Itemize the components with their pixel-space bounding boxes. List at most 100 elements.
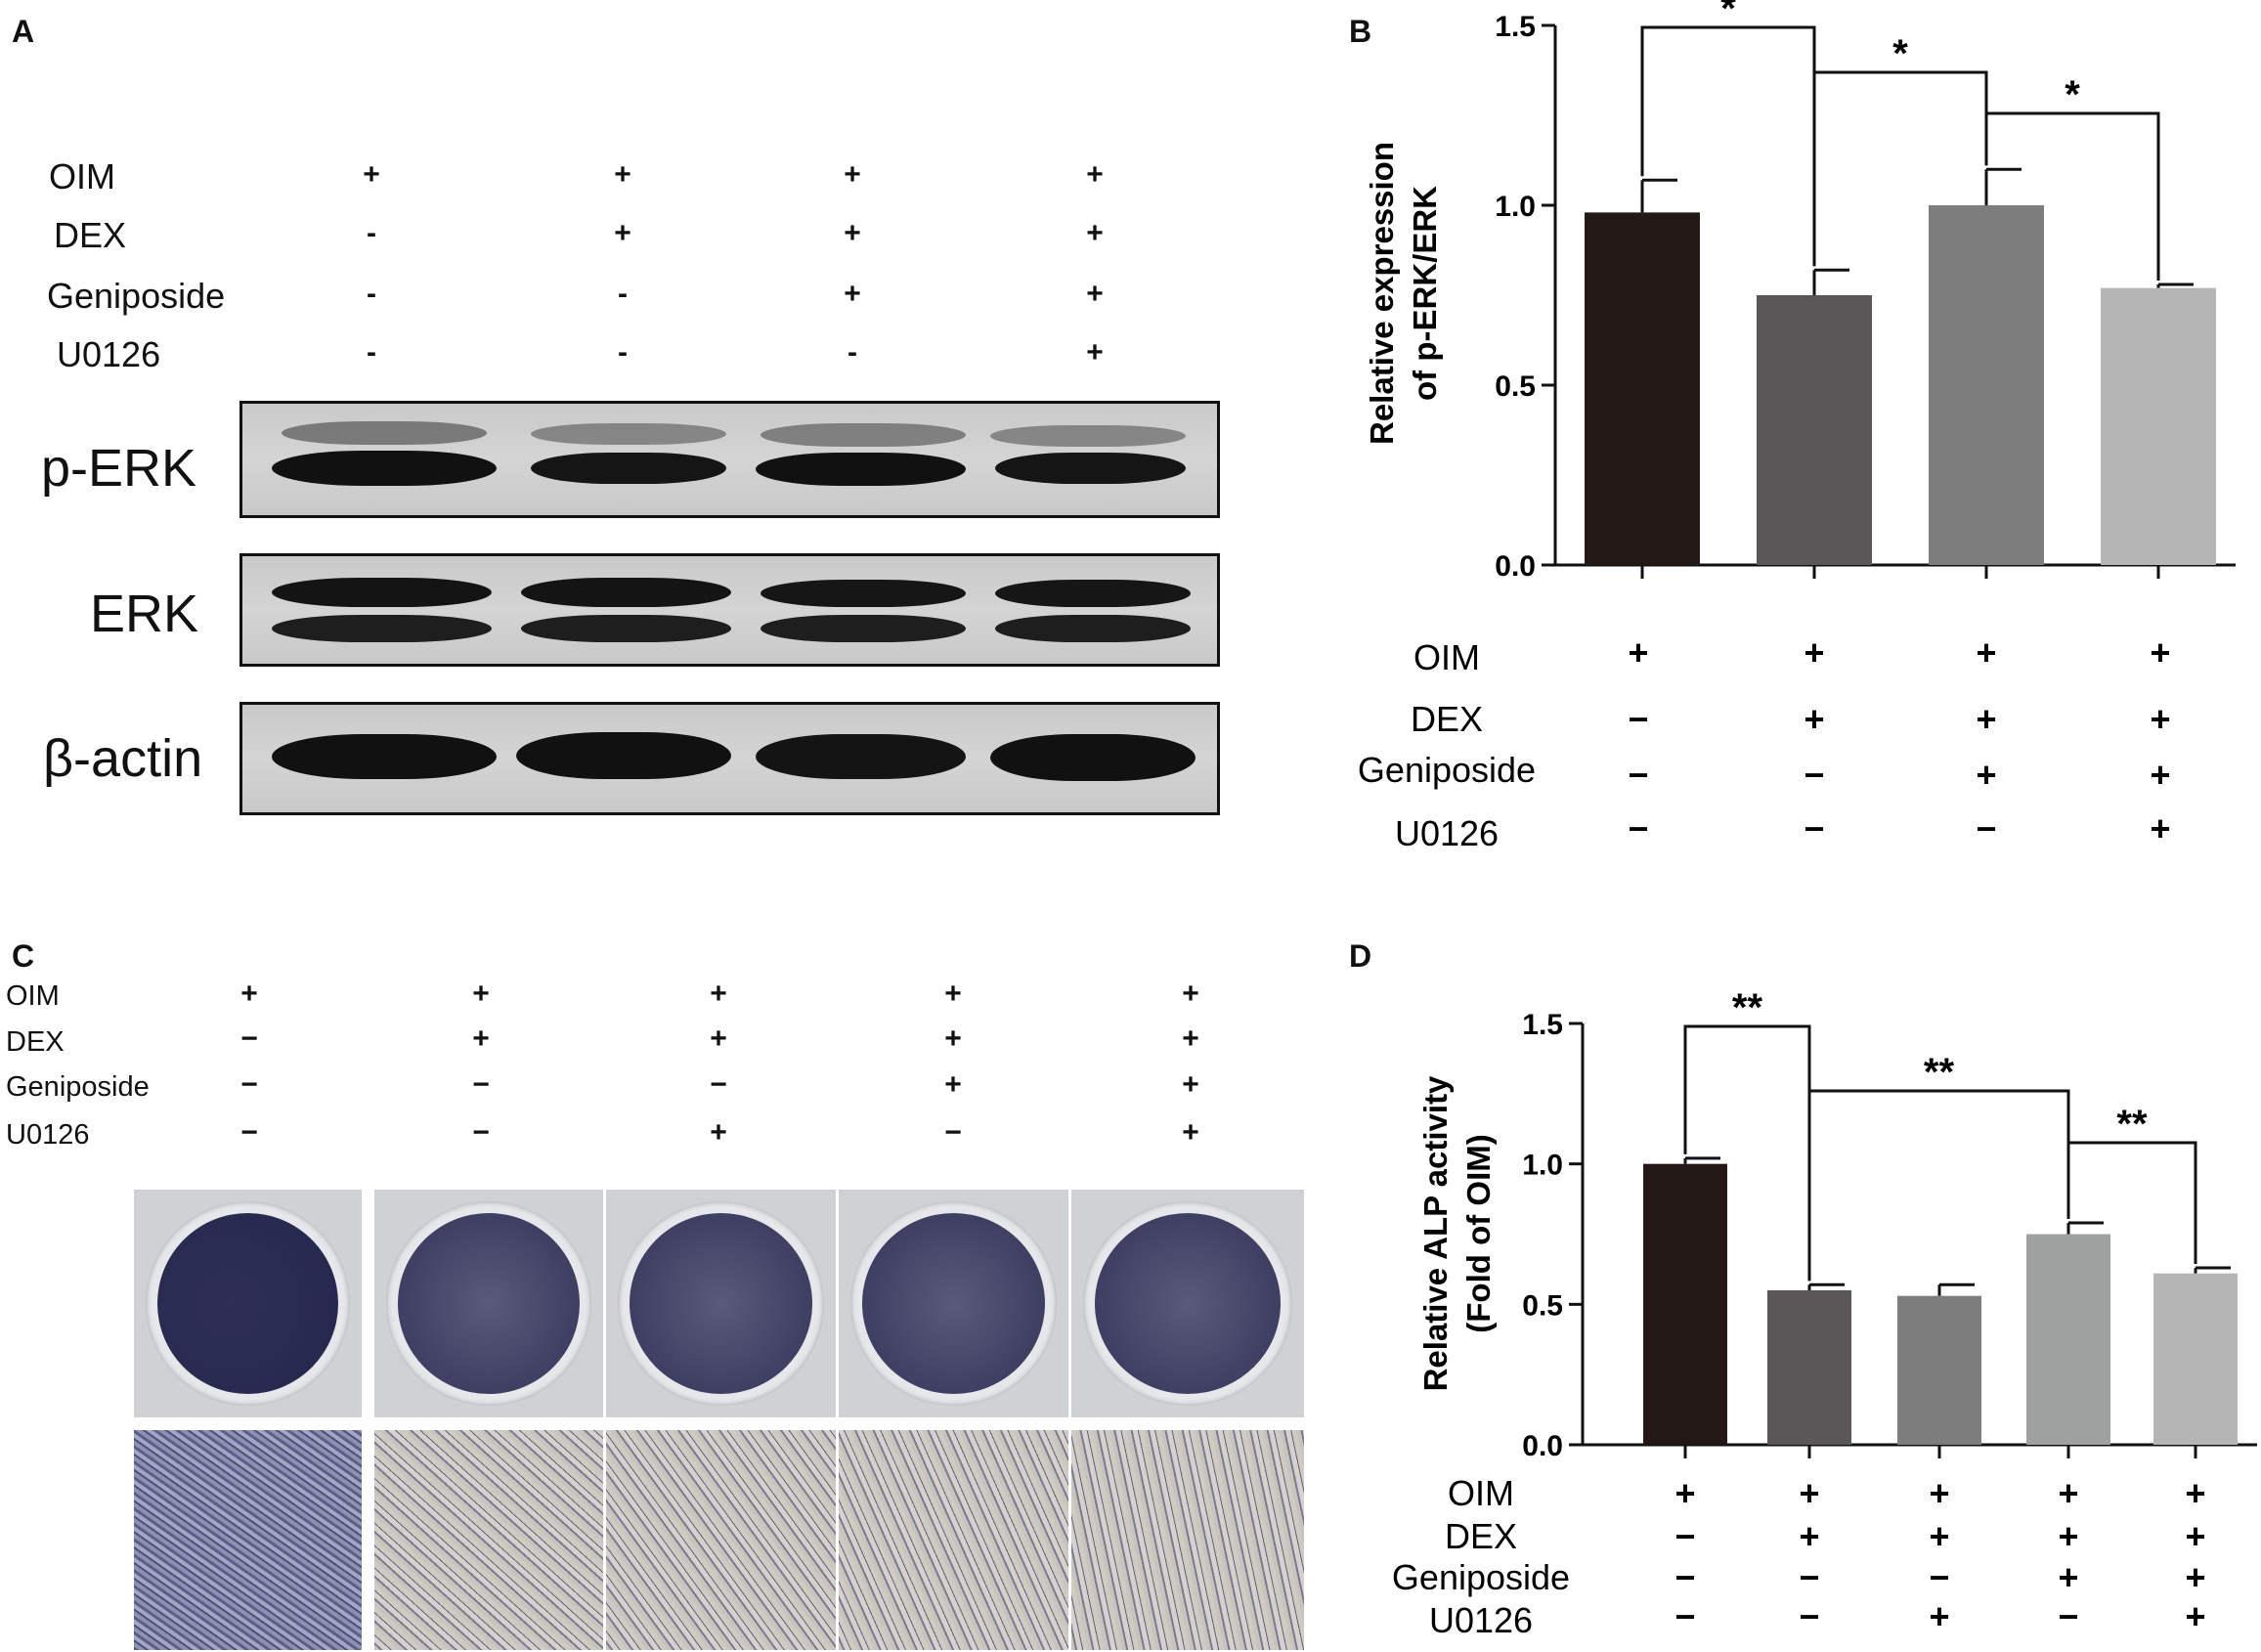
b-y-axis-label: Relative expression of p-ERK/ERK bbox=[1364, 142, 1443, 445]
d-condition-sign: + bbox=[2185, 1516, 2205, 1556]
a-condition-sign: - bbox=[367, 217, 376, 249]
a-condition-sign: + bbox=[844, 217, 861, 249]
b-condition-sign: − bbox=[1628, 808, 1648, 848]
b-bar bbox=[1929, 205, 2044, 565]
a-condition-sign: + bbox=[614, 217, 631, 249]
b-condition-sign: + bbox=[2150, 632, 2170, 673]
b-bar bbox=[1757, 295, 1872, 565]
a-condition-sign: - bbox=[618, 336, 628, 369]
d-condition-sign: + bbox=[2058, 1473, 2078, 1513]
b-condition-sign: + bbox=[2150, 699, 2170, 739]
alp-stain-well-image bbox=[134, 1190, 362, 1417]
b-condition-sign: + bbox=[1976, 632, 1996, 673]
c-condition-sign: + bbox=[1182, 1068, 1199, 1101]
row-label-geniposide: Geniposide bbox=[47, 276, 226, 316]
b-condition-sign: − bbox=[1804, 755, 1824, 795]
b-condition-sign: + bbox=[2150, 755, 2170, 795]
d-bar bbox=[2026, 1234, 2110, 1445]
c-condition-sign: + bbox=[944, 978, 962, 1010]
d-condition-sign: − bbox=[1674, 1516, 1695, 1556]
d-condition-sign: + bbox=[1929, 1473, 1949, 1513]
row-label-u0126: U0126 bbox=[57, 334, 161, 374]
a-condition-sign: + bbox=[1086, 336, 1104, 369]
b-row-label: OIM bbox=[1413, 637, 1480, 677]
c-condition-sign: − bbox=[472, 1068, 490, 1101]
c-condition-sign: − bbox=[710, 1068, 727, 1101]
panel-label-b: B bbox=[1349, 14, 1372, 49]
d-condition-sign: + bbox=[2185, 1596, 2205, 1636]
c-condition-sign: + bbox=[1182, 978, 1199, 1010]
d-condition-sign: + bbox=[2185, 1473, 2205, 1513]
b-significance-bracket bbox=[1984, 111, 2160, 281]
d-significance-label: ** bbox=[1732, 986, 1763, 1029]
a-condition-sign: + bbox=[1086, 158, 1104, 191]
d-condition-sign: − bbox=[1799, 1596, 1819, 1636]
c-condition-sign: + bbox=[472, 1022, 490, 1055]
d-condition-sign: + bbox=[2058, 1557, 2078, 1597]
c-condition-sign: + bbox=[944, 1068, 962, 1101]
a-condition-sign: + bbox=[1086, 217, 1104, 249]
d-condition-sign: + bbox=[1929, 1596, 1949, 1636]
d-y-axis-label-line: (Fold of OIM) bbox=[1460, 1134, 1497, 1332]
b-y-tick-label: 0.5 bbox=[1495, 370, 1536, 403]
d-y-axis-label: Relative ALP activity (Fold of OIM) bbox=[1417, 1075, 1497, 1391]
d-y-tick-label: 0.5 bbox=[1522, 1289, 1563, 1322]
d-condition-sign: − bbox=[1799, 1557, 1819, 1597]
d-bar bbox=[1897, 1295, 1981, 1445]
alp-stain-micrograph-image bbox=[839, 1430, 1068, 1650]
c-condition-sign: + bbox=[710, 978, 727, 1010]
blot-erk bbox=[239, 553, 1220, 667]
b-bar bbox=[1585, 212, 1700, 566]
blot-label-p-erk: p-ERK bbox=[41, 439, 197, 498]
d-row-label: OIM bbox=[1448, 1473, 1514, 1513]
d-y-tick-label: 1.0 bbox=[1522, 1150, 1563, 1182]
d-row-label: DEX bbox=[1445, 1516, 1517, 1556]
a-condition-sign: + bbox=[614, 158, 631, 191]
alp-stain-well-image bbox=[374, 1190, 603, 1417]
d-condition-sign: − bbox=[1674, 1596, 1695, 1636]
d-bar bbox=[1643, 1163, 1727, 1445]
c-condition-sign: − bbox=[240, 1068, 258, 1101]
d-bar bbox=[2153, 1273, 2238, 1445]
b-significance-label: * bbox=[2065, 73, 2080, 116]
b-condition-sign: + bbox=[1976, 755, 1996, 795]
d-condition-sign: + bbox=[2058, 1516, 2078, 1556]
c-row-label-geniposide: Geniposide bbox=[6, 1071, 150, 1103]
b-condition-sign: + bbox=[1976, 699, 1996, 739]
c-row-label-u0126: U0126 bbox=[6, 1119, 90, 1151]
b-condition-sign: + bbox=[2150, 808, 2170, 848]
blot-beta-actin bbox=[239, 702, 1220, 815]
c-condition-sign: + bbox=[710, 1116, 727, 1149]
b-condition-sign: + bbox=[1628, 632, 1648, 673]
b-significance-label: * bbox=[1892, 32, 1908, 75]
b-condition-sign: + bbox=[1804, 699, 1824, 739]
b-significance-label: * bbox=[1720, 0, 1736, 30]
a-condition-sign: + bbox=[363, 158, 380, 191]
b-y-tick-label: 1.5 bbox=[1495, 11, 1536, 43]
b-condition-sign: + bbox=[1804, 632, 1824, 673]
alp-stain-well-image bbox=[1071, 1190, 1304, 1417]
alp-stain-micrograph-image bbox=[606, 1430, 836, 1650]
b-condition-sign: − bbox=[1628, 755, 1648, 795]
chart-d: Relative ALP activity (Fold of OIM) 0.0 0.5… bbox=[1392, 986, 2257, 1640]
b-row-label: DEX bbox=[1411, 699, 1483, 739]
a-condition-sign: + bbox=[844, 158, 861, 191]
alp-stain-well-image bbox=[839, 1190, 1068, 1417]
c-condition-sign: + bbox=[710, 1022, 727, 1055]
d-condition-sign: + bbox=[1929, 1516, 1949, 1556]
d-row-label: Geniposide bbox=[1392, 1557, 1570, 1597]
b-y-tick-label: 1.0 bbox=[1495, 191, 1536, 223]
d-significance-bracket bbox=[2066, 1141, 2197, 1264]
alp-stain-micrograph-image bbox=[1071, 1430, 1304, 1650]
chart-b: Relative expression of p-ERK/ERK 0.0 0.5 1.0… bbox=[1358, 0, 2236, 853]
c-condition-sign: + bbox=[1182, 1116, 1199, 1149]
alp-stain-micrograph-image bbox=[374, 1430, 603, 1650]
a-condition-sign: - bbox=[367, 278, 376, 310]
d-condition-sign: − bbox=[1674, 1557, 1695, 1597]
blot-label-beta-actin: β-actin bbox=[43, 729, 203, 788]
row-label-dex: DEX bbox=[54, 215, 127, 255]
b-condition-sign: − bbox=[1804, 808, 1824, 848]
c-condition-sign: − bbox=[944, 1116, 962, 1149]
d-condition-sign: − bbox=[1929, 1557, 1949, 1597]
c-condition-sign: − bbox=[472, 1116, 490, 1149]
